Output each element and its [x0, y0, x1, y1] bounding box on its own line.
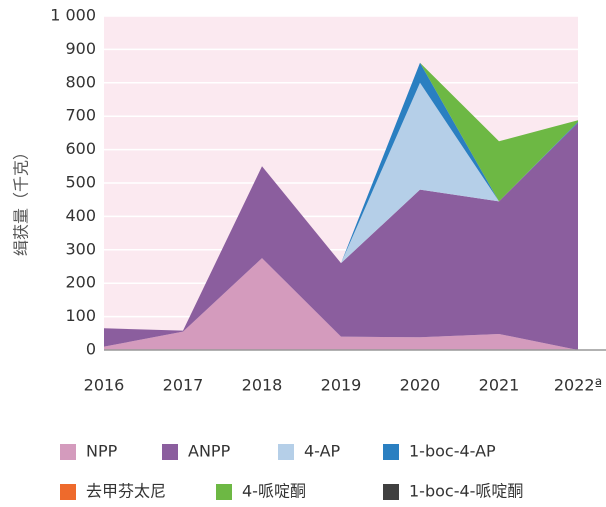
legend-label: 4-哌啶酮 — [242, 482, 306, 501]
y-tick-label: 1 000 — [50, 6, 96, 25]
area — [104, 122, 578, 350]
x-tick-label: 2016 — [84, 376, 125, 395]
x-tick-label: 2020 — [400, 376, 441, 395]
legend-label: 4-AP — [304, 442, 341, 461]
y-tick-label: 600 — [65, 139, 96, 158]
y-tick-label: 400 — [65, 206, 96, 225]
legend-label: 1-boc-4-AP — [409, 442, 496, 461]
y-tick-label: 200 — [65, 273, 96, 292]
area — [104, 62, 578, 331]
legend-swatch — [383, 484, 399, 500]
legend-swatch — [60, 484, 76, 500]
y-axis-label: 缉获量（千克） — [12, 144, 31, 256]
legend-label: 去甲芬太尼 — [86, 482, 166, 501]
legend-swatch — [162, 444, 178, 460]
legend-label: ANPP — [188, 442, 231, 461]
area — [104, 258, 578, 350]
y-tick-label: 700 — [65, 106, 96, 125]
y-tick-label: 800 — [65, 72, 96, 91]
legend-swatch — [60, 444, 76, 460]
x-tick-label: 2022ª — [554, 376, 602, 395]
x-tick-label: 2019 — [321, 376, 362, 395]
legend-label: NPP — [86, 442, 118, 461]
x-tick-label: 2018 — [242, 376, 283, 395]
y-tick-label: 0 — [86, 340, 96, 359]
legend-label: 1-boc-4-哌啶酮 — [409, 482, 523, 501]
x-tick-label: 2017 — [163, 376, 204, 395]
y-tick-label: 500 — [65, 173, 96, 192]
y-tick-label: 100 — [65, 306, 96, 325]
legend-swatch — [383, 444, 399, 460]
legend-swatch — [216, 484, 232, 500]
y-tick-label: 300 — [65, 239, 96, 258]
area — [104, 82, 578, 331]
y-tick-label: 900 — [65, 39, 96, 58]
legend-swatch — [278, 444, 294, 460]
x-tick-label: 2021 — [479, 376, 520, 395]
